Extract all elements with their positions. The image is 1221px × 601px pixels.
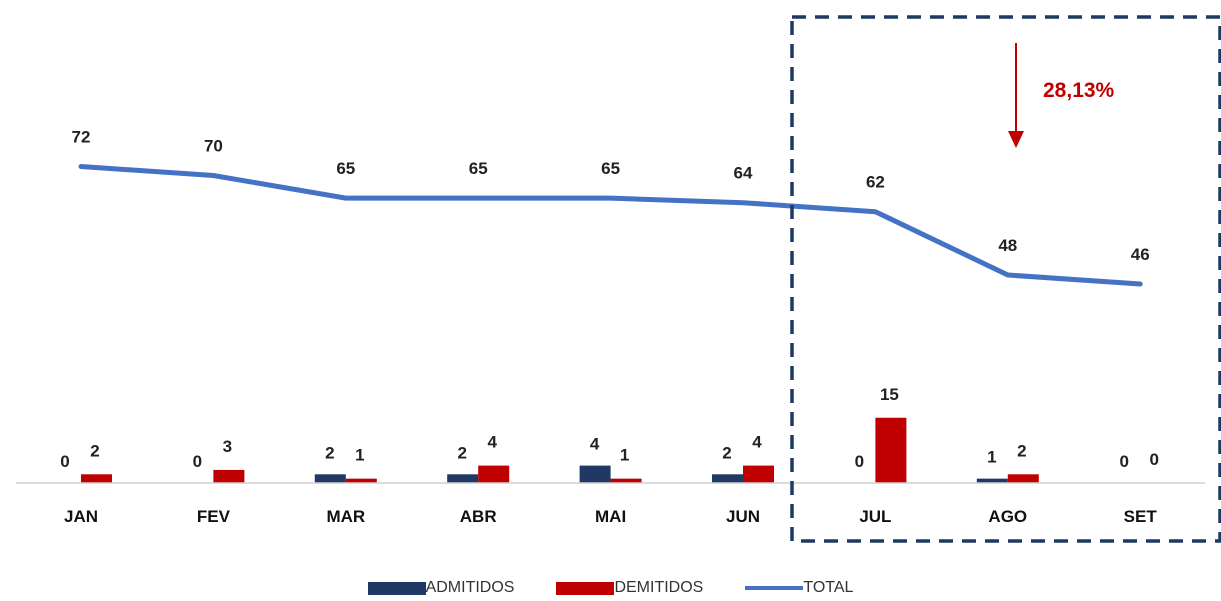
legend-label-total: TOTAL: [803, 579, 854, 596]
legend-item-admitidos: ADMITIDOS: [367, 579, 515, 597]
bar-admitidos-jun: [712, 474, 743, 483]
category-label-jul: JUL: [859, 507, 891, 526]
label-total-mar: 65: [336, 159, 355, 178]
bar-demitidos-jan: [81, 474, 112, 483]
label-demitidos-jul: 15: [880, 385, 899, 404]
percent-annotation: 28,13%: [1043, 79, 1115, 102]
legend: ADMITIDOS DEMITIDOS TOTAL: [0, 575, 1221, 601]
bar-demitidos-jun: [743, 465, 774, 483]
label-admitidos-mar: 2: [325, 443, 334, 462]
category-label-jun: JUN: [726, 507, 760, 526]
highlight-box: [790, 15, 1221, 543]
legend-item-demitidos: DEMITIDOS: [556, 579, 703, 597]
total-line: [78, 164, 1143, 287]
category-label-fev: FEV: [197, 507, 231, 526]
label-total-jun: 64: [734, 164, 753, 183]
bar-admitidos-ago: [976, 478, 1008, 483]
category-label-mar: MAR: [326, 507, 365, 526]
category-label-ago: AGO: [988, 507, 1027, 526]
label-admitidos-set: 0: [1119, 452, 1128, 471]
bar-demitidos-fev: [213, 469, 245, 483]
label-total-fev: 70: [204, 137, 223, 156]
label-total-set: 46: [1131, 245, 1150, 264]
category-label-set: SET: [1124, 507, 1158, 526]
label-total-ago: 48: [998, 236, 1017, 255]
category-label-jan: JAN: [64, 507, 98, 526]
bar-demitidos-jul: [875, 417, 907, 483]
bar-series: [81, 417, 1039, 483]
legend-swatch-admitidos: [367, 581, 426, 595]
label-total-jul: 62: [866, 173, 885, 192]
label-demitidos-ago: 2: [1017, 441, 1026, 460]
bar-admitidos-mar: [314, 474, 346, 483]
bar-demitidos-abr: [478, 465, 510, 483]
category-label-abr: ABR: [460, 507, 497, 526]
legend-label-demitidos: DEMITIDOS: [614, 579, 704, 596]
chart: 0 2 0 3 2 1 2 4 4 1 2 4 0 15 1 2 0 0 72 70 65 65 65 64 62 48 46 J…: [16, 15, 1221, 543]
bar-admitidos-abr: [447, 474, 479, 483]
label-admitidos-jul: 0: [855, 452, 864, 471]
label-admitidos-fev: 0: [193, 452, 202, 471]
label-demitidos-set: 0: [1149, 450, 1158, 469]
label-admitidos-jun: 2: [722, 443, 731, 462]
label-admitidos-abr: 2: [457, 443, 466, 462]
label-total-abr: 65: [469, 159, 488, 178]
decrease-arrow: [1008, 43, 1024, 148]
category-labels: JAN FEV MAR ABR MAI JUN JUL AGO SET: [64, 507, 1157, 526]
bar-demitidos-mar: [345, 478, 377, 483]
bar-demitidos-ago: [1007, 474, 1039, 483]
bar-data-labels: 0 2 0 3 2 1 2 4 4 1 2 4 0 15 1 2 0 0: [60, 385, 1159, 471]
legend-label-admitidos: ADMITIDOS: [425, 579, 515, 596]
label-admitidos-mai: 4: [590, 435, 600, 454]
label-demitidos-mai: 1: [620, 446, 629, 465]
label-demitidos-jan: 2: [90, 441, 99, 460]
bar-demitidos-mai: [610, 478, 642, 483]
label-total-jan: 72: [72, 128, 91, 147]
legend-item-total: TOTAL: [745, 579, 853, 597]
label-admitidos-jan: 0: [60, 452, 69, 471]
legend-swatch-demitidos: [556, 581, 615, 595]
label-admitidos-ago: 1: [987, 448, 996, 467]
legend-swatch-total: [745, 586, 804, 590]
category-label-mai: MAI: [595, 507, 626, 526]
line-data-labels: 72 70 65 65 65 64 62 48 46: [72, 128, 1150, 265]
label-total-mai: 65: [601, 159, 620, 178]
label-demitidos-fev: 3: [223, 437, 232, 456]
bar-admitidos-mai: [579, 465, 611, 483]
label-demitidos-abr: 4: [487, 433, 497, 452]
label-demitidos-jun: 4: [752, 433, 762, 452]
label-demitidos-mar: 1: [355, 446, 364, 465]
